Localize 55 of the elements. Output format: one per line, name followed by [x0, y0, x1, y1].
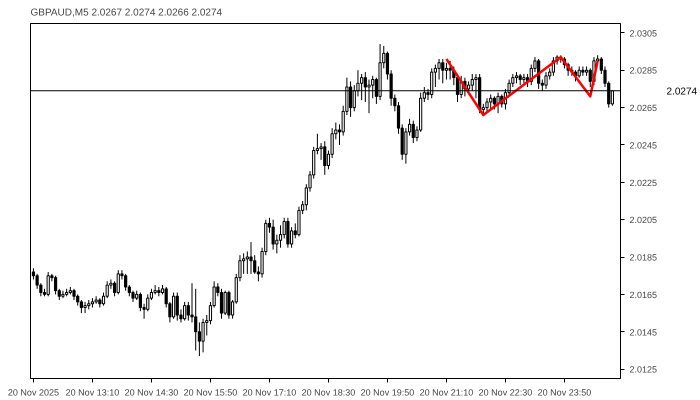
x-tick-label: 20 Nov 14:30 — [124, 388, 178, 398]
candlestick — [87, 300, 90, 310]
candlestick — [578, 66, 581, 78]
x-tick-label: 20 Nov 21:10 — [420, 388, 474, 398]
candlestick — [412, 120, 415, 144]
y-tick-label: 2.0305 — [630, 28, 658, 38]
candlestick — [246, 250, 249, 274]
candlestick — [124, 273, 128, 292]
candlestick — [201, 318, 205, 353]
candlestick — [224, 290, 227, 316]
candlestick — [441, 58, 444, 84]
candlestick — [489, 94, 492, 110]
candlestick — [522, 73, 526, 84]
line-series — [445, 56, 599, 116]
y-tick-label: 2.0245 — [630, 140, 658, 150]
candlestick — [172, 292, 176, 320]
x-tick-label: 20 Nov 13:10 — [66, 388, 120, 398]
candlestick — [98, 298, 102, 308]
candlestick — [272, 219, 275, 250]
y-tick-label: 2.0265 — [630, 103, 658, 114]
x-tick-label: 20 Nov 18:30 — [302, 388, 356, 398]
candlestick — [249, 242, 253, 274]
candlestick — [46, 272, 50, 297]
candlestick — [116, 270, 120, 295]
candlestick — [518, 73, 522, 86]
y-tick-label: 2.0185 — [630, 252, 658, 263]
y-tick-label: 2.0125 — [630, 364, 658, 375]
candlestick — [444, 62, 448, 80]
candlestick — [286, 217, 290, 248]
candlestick — [80, 300, 83, 314]
x-tick-label: 20 Nov 22:30 — [478, 388, 532, 398]
candlestick — [514, 72, 518, 84]
ref-line-label: 2.0274 — [666, 86, 698, 98]
y-tick-label: 2.0205 — [630, 215, 658, 226]
candlestick — [581, 66, 584, 76]
y-tick-label: 2.0225 — [630, 178, 658, 188]
chart-title: GBPAUD,M5 2.0267 2.0274 2.0266 2.0274 — [30, 8, 223, 18]
x-tick-label: 20 Nov 19:50 — [360, 388, 414, 398]
candlestick — [485, 98, 489, 114]
y-tick-label: 2.0145 — [630, 327, 658, 338]
y-tick-label: 2.0285 — [630, 66, 658, 76]
candlestick — [183, 301, 186, 322]
candlestick — [54, 275, 58, 295]
x-tick-label: 20 Nov 15:50 — [184, 388, 238, 398]
candlestick — [492, 96, 496, 110]
candlestick — [157, 286, 160, 297]
candlestick — [83, 301, 87, 314]
candlestick — [90, 298, 94, 308]
candlestick — [323, 140, 326, 176]
candlestick — [227, 290, 230, 320]
y-tick-label: 2.0165 — [630, 290, 658, 300]
candlestick — [176, 292, 179, 322]
x-tick-label: 20 Nov 2025 — [8, 388, 59, 398]
x-tick-label: 20 Nov 23:50 — [538, 388, 592, 398]
x-tick-label: 20 Nov 17:10 — [242, 388, 296, 398]
